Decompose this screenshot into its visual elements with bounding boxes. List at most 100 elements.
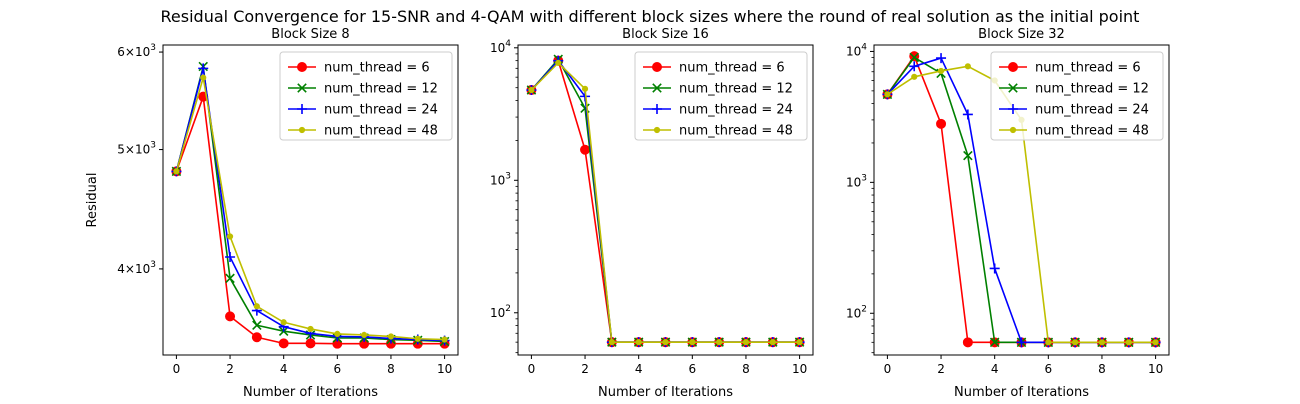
data-point	[580, 144, 591, 155]
data-point	[173, 168, 180, 175]
y-tick-label: 6×103	[117, 43, 156, 59]
legend-marker	[1008, 62, 1018, 72]
legend-label: num_thread = 12	[324, 82, 438, 97]
legend-label: num_thread = 12	[1035, 82, 1149, 97]
chart-title: Block Size 8	[271, 27, 349, 42]
plot-frame	[873, 44, 1170, 356]
data-point	[200, 74, 207, 81]
data-point	[361, 331, 368, 339]
x-tick-label: 0	[173, 362, 181, 376]
data-point	[1152, 339, 1159, 346]
legend-marker	[652, 62, 662, 72]
legend: num_thread = 6 num_thread = 12 num_thread …	[990, 51, 1164, 141]
legend-label: num_thread = 24	[324, 103, 438, 118]
data-point	[989, 337, 1000, 348]
data-point	[962, 109, 973, 120]
legend-label: num_thread = 48	[679, 124, 793, 139]
x-tick-label: 0	[884, 362, 892, 376]
data-point	[909, 61, 920, 72]
chart-panel-1: Block Size 8 0 2 4 6 8 10 Number of Iterations R…	[85, 27, 459, 400]
data-point	[280, 319, 287, 326]
x-tick-label: 8	[1098, 362, 1106, 376]
data-point	[251, 332, 262, 343]
chart-panel-2: Block Size 16 0 2 4 6 8 10 Number of Iterations…	[490, 27, 814, 400]
legend-marker	[297, 83, 307, 93]
data-point	[253, 303, 260, 310]
data-point	[528, 86, 535, 94]
series-4	[173, 74, 448, 343]
y-tick-label: 102	[846, 304, 867, 320]
legend-label: num_thread = 6	[679, 61, 785, 76]
chart-title: Block Size 32	[978, 27, 1065, 42]
series-4	[528, 59, 803, 346]
data-point	[414, 335, 421, 342]
x-tick-label: 0	[528, 362, 536, 376]
data-point	[198, 63, 209, 74]
data-point	[936, 118, 947, 129]
y-tick-label: 102	[490, 304, 511, 320]
data-point	[911, 73, 918, 80]
data-point	[252, 320, 262, 330]
plot-frame	[162, 44, 459, 356]
data-point	[1072, 339, 1079, 346]
legend-marker	[652, 83, 662, 93]
data-point	[937, 67, 945, 75]
data-point	[555, 59, 562, 66]
legend-label: num_thread = 6	[1035, 61, 1141, 76]
data-point	[689, 339, 696, 346]
chart-title: Block Size 16	[622, 27, 709, 42]
data-point	[796, 339, 803, 346]
x-tick-label: 10	[1148, 362, 1163, 376]
data-point	[936, 53, 947, 64]
data-point	[884, 91, 891, 98]
legend-marker	[297, 62, 307, 72]
legend-marker	[298, 126, 306, 134]
data-point	[769, 339, 776, 346]
y-tick-label: 103	[846, 173, 867, 189]
x-tick-label: 10	[437, 362, 452, 376]
legend-box	[279, 51, 453, 141]
data-point	[962, 337, 973, 348]
legend-box	[990, 51, 1164, 141]
data-point	[964, 63, 971, 70]
x-axis-label: Number of Iterations	[243, 385, 378, 400]
legend-marker	[1008, 83, 1018, 93]
y-tick-label: 4×103	[117, 260, 156, 276]
x-tick-label: 2	[937, 362, 945, 376]
x-tick-label: 2	[226, 362, 234, 376]
data-point	[1016, 337, 1027, 348]
x-tick-label: 4	[991, 362, 999, 376]
series-1	[171, 91, 450, 349]
data-point	[662, 339, 669, 346]
x-tick-label: 10	[792, 362, 807, 376]
x-tick-label: 6	[1044, 362, 1052, 376]
legend-marker	[297, 104, 307, 114]
data-point	[742, 339, 750, 346]
legend: num_thread = 6 num_thread = 12 num_thread …	[634, 51, 808, 141]
x-tick-label: 8	[387, 362, 395, 376]
legend: num_thread = 6 num_thread = 12 num_thread …	[279, 51, 453, 141]
data-point	[387, 333, 395, 340]
data-point	[225, 311, 236, 322]
data-point	[225, 251, 236, 262]
y-tick-label: 103	[490, 171, 511, 187]
x-tick-label: 8	[742, 362, 750, 376]
figure-title: Residual Convergence for 15-SNR and 4-QA…	[161, 7, 1140, 26]
x-tick-label: 4	[635, 362, 643, 376]
legend-label: num_thread = 48	[324, 124, 438, 139]
data-point	[635, 339, 642, 346]
data-point	[963, 150, 973, 161]
y-tick-label: 104	[490, 39, 511, 55]
legend-label: num_thread = 24	[1035, 103, 1149, 118]
x-tick-label: 2	[581, 362, 589, 376]
legend-marker	[1008, 104, 1018, 114]
data-point	[1045, 339, 1052, 346]
x-axis-label: Number of Iterations	[954, 385, 1089, 400]
data-point	[334, 330, 341, 338]
data-point	[226, 233, 234, 240]
legend-marker	[1009, 126, 1017, 134]
data-point	[307, 325, 314, 333]
x-tick-label: 4	[280, 362, 288, 376]
data-point	[989, 263, 1000, 274]
